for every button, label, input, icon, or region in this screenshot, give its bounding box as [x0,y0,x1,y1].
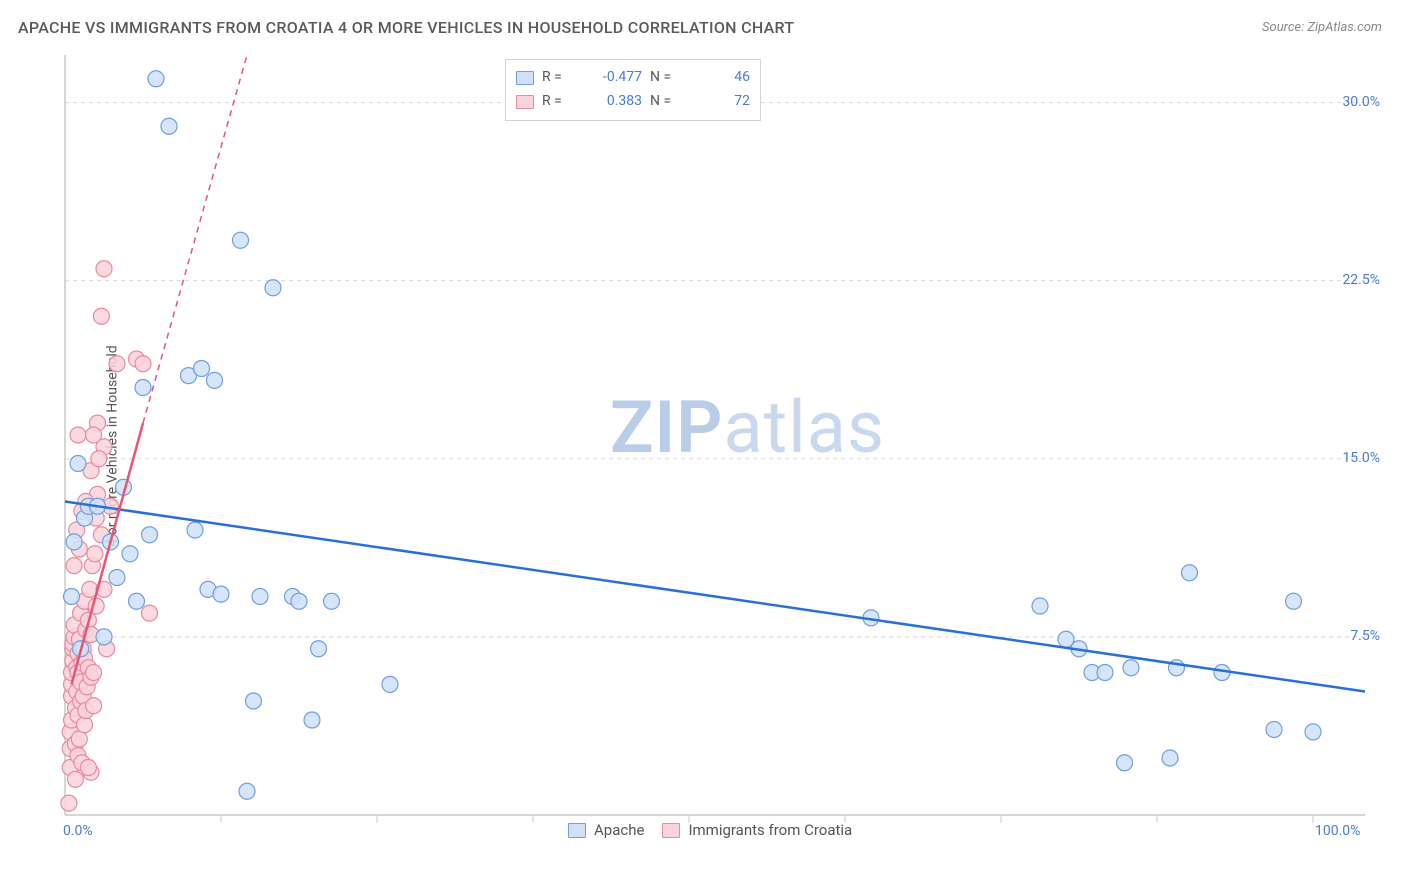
series-legend: Apache Immigrants from Croatia [568,821,852,839]
legend-item-croatia: Immigrants from Croatia [662,821,852,839]
chart-title: APACHE VS IMMIGRANTS FROM CROATIA 4 OR M… [18,18,794,37]
n-label: N = [650,90,682,114]
n-value-croatia: 72 [690,90,750,114]
legend-swatch-apache [516,71,534,85]
legend-swatch-croatia [516,95,534,109]
n-label: N = [650,66,682,90]
y-tick-label: 22.5% [1342,272,1380,288]
y-tick-label: 7.5% [1350,628,1380,644]
legend-row-croatia: R = 0.383 N = 72 [516,90,750,114]
legend-label-croatia: Immigrants from Croatia [688,821,852,839]
r-value-croatia: 0.383 [582,90,642,114]
x-tick-label: 100.0% [1315,823,1360,839]
legend-label-apache: Apache [594,821,644,839]
y-tick-label: 30.0% [1342,94,1380,110]
scatter-plot-svg [50,55,1380,843]
chart-container: ZIPatlas R = -0.477 N = 46 R = 0.383 N =… [50,55,1380,843]
legend-swatch-apache [568,823,586,838]
r-value-apache: -0.477 [582,66,642,90]
r-label: R = [542,90,574,114]
y-tick-label: 15.0% [1342,450,1380,466]
x-tick-label: 0.0% [63,823,93,839]
r-label: R = [542,66,574,90]
legend-item-apache: Apache [568,821,644,839]
n-value-apache: 46 [690,66,750,90]
correlation-legend: R = -0.477 N = 46 R = 0.383 N = 72 [505,59,761,121]
legend-swatch-croatia [662,823,680,838]
source-attribution: Source: ZipAtlas.com [1262,20,1382,35]
legend-row-apache: R = -0.477 N = 46 [516,66,750,90]
